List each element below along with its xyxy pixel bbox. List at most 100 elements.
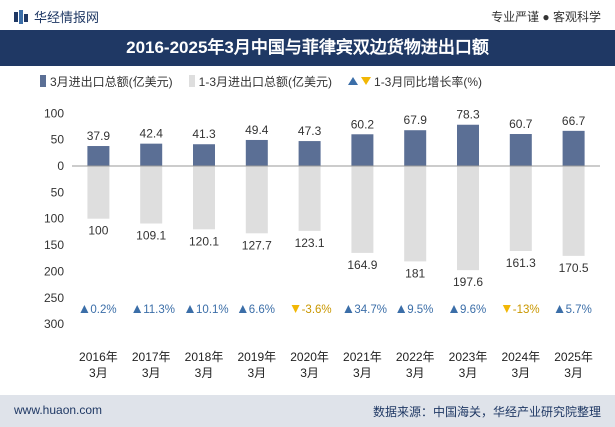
y-tick-label: 300 xyxy=(44,317,64,331)
legend-label-q1: 1-3月进出口总额(亿美元) xyxy=(198,74,333,89)
march-value-label: 67.9 xyxy=(404,113,428,127)
y-tick-label: 100 xyxy=(44,106,64,120)
march-bar xyxy=(457,124,479,166)
legend: 3月进出口总额(亿美元) 1-3月进出口总额(亿美元) 1-3月同比增长率(%) xyxy=(40,72,498,90)
x-tick-label-month: 3月 xyxy=(247,366,266,380)
x-tick-label-month: 3月 xyxy=(89,366,108,380)
q1-bar xyxy=(298,166,321,231)
growth-up-icon xyxy=(133,305,142,313)
chart-svg: 100 50 0 50 100 150 200 250 300 37.9 100 0.2% 2016年 3… xyxy=(44,106,600,380)
q1-bar xyxy=(351,166,374,253)
x-tick-label-year: 2018年 xyxy=(185,350,224,364)
q1-bar xyxy=(509,166,532,252)
legend-up-icon xyxy=(348,77,359,85)
growth-up-icon xyxy=(397,305,406,313)
growth-down-icon xyxy=(502,305,511,313)
x-tick-label-year: 2024年 xyxy=(501,350,540,364)
march-bar xyxy=(298,141,321,166)
x-tick-label-year: 2020年 xyxy=(290,350,329,364)
march-bar xyxy=(509,134,532,166)
growth-down-icon xyxy=(291,305,300,313)
x-tick-label-month: 3月 xyxy=(142,366,161,380)
q1-bar xyxy=(87,166,110,219)
march-bar xyxy=(193,144,215,166)
top-bar: 华经情报网 专业严谨 ● 客观科学 xyxy=(0,0,615,30)
q1-value-label: 127.7 xyxy=(242,238,272,252)
legend-swatch-march xyxy=(40,75,46,87)
legend-down-icon xyxy=(361,77,372,85)
logo-icon xyxy=(14,9,28,24)
chart-title: 2016-2025年3月中国与菲律宾双边货物进出口额 xyxy=(126,38,489,57)
y-tick-label: 150 xyxy=(44,238,64,252)
march-value-label: 49.4 xyxy=(245,123,269,137)
march-bar xyxy=(87,146,110,166)
growth-up-icon xyxy=(555,305,564,313)
growth-label: -13% xyxy=(513,304,540,316)
q1-bar xyxy=(562,166,585,256)
growth-label: 9.5% xyxy=(407,304,433,316)
q1-value-label: 181 xyxy=(405,266,425,280)
legend-item-growth: 1-3月同比增长率(%) xyxy=(348,73,482,90)
footer: www.huaon.com 数据来源：中国海关，华经产业研究院整理 xyxy=(0,395,615,427)
march-bar xyxy=(562,130,585,166)
footer-source: 数据来源：中国海关，华经产业研究院整理 xyxy=(372,405,601,419)
growth-label: 34.7% xyxy=(354,304,387,316)
march-value-label: 60.2 xyxy=(351,117,375,131)
legend-swatch-q1 xyxy=(188,75,195,87)
y-tick-label: 0 xyxy=(57,159,64,173)
growth-up-icon xyxy=(80,305,89,313)
legend-label-march: 3月进出口总额(亿美元) xyxy=(50,74,173,89)
q1-value-label: 123.1 xyxy=(295,236,325,250)
march-value-label: 66.7 xyxy=(562,114,586,128)
march-bar xyxy=(140,143,163,166)
growth-up-icon xyxy=(186,305,194,313)
march-value-label: 78.3 xyxy=(456,108,480,122)
march-bar xyxy=(351,134,374,166)
x-tick-label-year: 2021年 xyxy=(343,350,382,364)
y-tick-label: 50 xyxy=(51,185,65,199)
q1-bar xyxy=(193,166,215,230)
growth-up-icon xyxy=(344,305,353,313)
q1-value-label: 109.1 xyxy=(136,228,166,242)
logo-text: 华经情报网 xyxy=(34,10,100,25)
q1-bar xyxy=(457,166,479,271)
x-tick-label-year: 2016年 xyxy=(79,350,118,364)
x-tick-label-month: 3月 xyxy=(459,366,478,380)
x-tick-label-month: 3月 xyxy=(195,366,214,380)
march-value-label: 60.7 xyxy=(509,117,533,131)
growth-up-icon xyxy=(238,305,247,313)
march-value-label: 47.3 xyxy=(298,124,322,138)
footer-website: www.huaon.com xyxy=(14,403,103,417)
march-bar xyxy=(245,139,268,166)
q1-value-label: 120.1 xyxy=(189,234,219,248)
march-value-label: 42.4 xyxy=(140,127,164,141)
q1-bar xyxy=(245,166,268,234)
q1-value-label: 170.5 xyxy=(559,261,589,275)
growth-up-icon xyxy=(450,305,458,313)
x-tick-label-year: 2025年 xyxy=(554,350,593,364)
march-value-label: 41.3 xyxy=(192,127,216,141)
y-tick-label: 250 xyxy=(44,291,64,305)
tagline: 专业严谨 ● 客观科学 xyxy=(491,10,601,24)
x-tick-label-month: 3月 xyxy=(511,366,530,380)
x-tick-label-year: 2019年 xyxy=(237,350,276,364)
x-tick-label-year: 2022年 xyxy=(396,350,435,364)
q1-bar xyxy=(404,166,427,262)
x-tick-label-month: 3月 xyxy=(300,366,319,380)
y-tick-label: 100 xyxy=(44,212,64,226)
x-tick-label-month: 3月 xyxy=(564,366,583,380)
legend-item-q1: 1-3月进出口总额(亿美元) xyxy=(188,73,333,90)
legend-item-march: 3月进出口总额(亿美元) xyxy=(40,73,173,90)
y-tick-label: 200 xyxy=(44,264,64,278)
q1-value-label: 164.9 xyxy=(347,258,377,272)
growth-label: 0.2% xyxy=(90,304,116,316)
q1-value-label: 100 xyxy=(88,224,108,238)
logo: 华经情报网 xyxy=(14,7,99,26)
q1-value-label: 161.3 xyxy=(506,256,536,270)
march-value-label: 37.9 xyxy=(87,129,111,143)
x-tick-label-month: 3月 xyxy=(406,366,425,380)
growth-label: 11.3% xyxy=(143,304,175,316)
growth-label: -3.6% xyxy=(302,304,332,316)
q1-value-label: 197.6 xyxy=(453,275,483,289)
march-bar xyxy=(404,130,427,166)
